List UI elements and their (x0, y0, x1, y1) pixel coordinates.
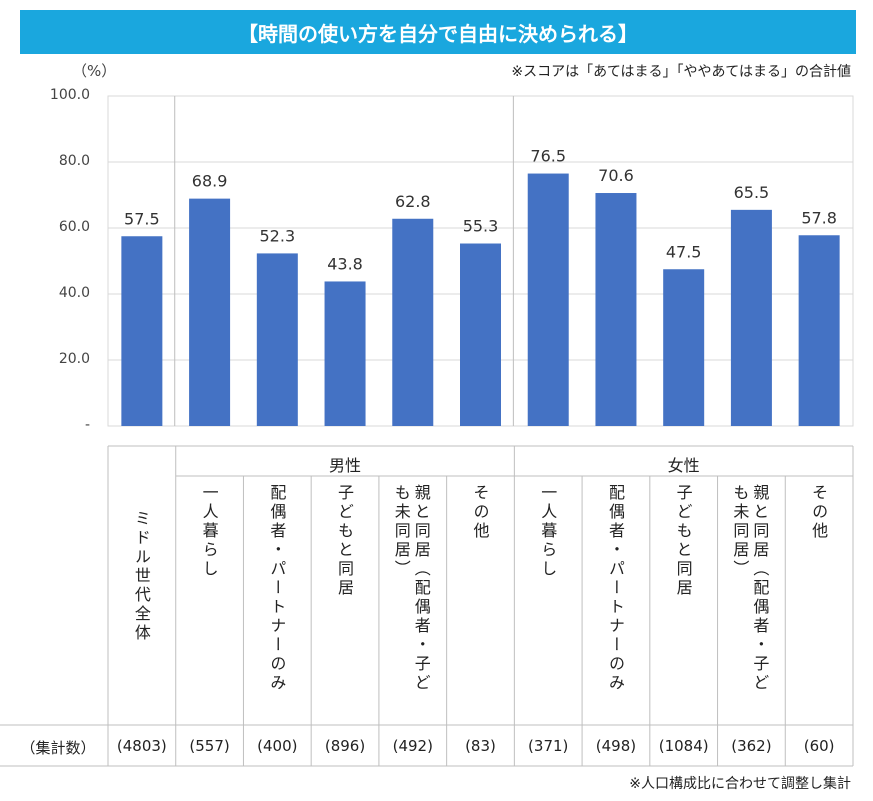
bar (460, 243, 501, 426)
bar-value-label: 76.5 (530, 147, 566, 166)
y-tick-label: 20.0 (58, 351, 90, 367)
category-count: (83) (465, 737, 496, 755)
bar (798, 235, 840, 426)
bar-value-label: 68.9 (192, 172, 228, 191)
category-count: (492) (392, 737, 433, 755)
bar (392, 218, 434, 426)
bar-value-label: 70.6 (598, 166, 634, 185)
count-header: （集計数） (20, 739, 96, 757)
category-label: 一人暮らし (199, 484, 219, 579)
bar-value-label: 55.3 (463, 217, 499, 236)
bar-value-label: 52.3 (260, 226, 296, 245)
bar-value-label: 62.8 (395, 192, 431, 211)
y-tick-label: 40.0 (58, 285, 90, 301)
bar-value-label: 57.8 (801, 208, 837, 227)
category-label: 配偶者・パートナーのみ (605, 484, 625, 693)
score-note: ※スコアは「あてはまる」「ややあてはまる」の合計値 (511, 64, 851, 80)
category-label: 一人暮らし (538, 484, 558, 579)
y-tick-label: - (84, 417, 90, 433)
category-count: (1084) (658, 737, 709, 755)
bar-value-label: 47.5 (666, 242, 702, 261)
bar (730, 209, 772, 426)
footnote: ※人口構成比に合わせて調整し集計 (629, 776, 851, 792)
category-count: (60) (803, 737, 835, 755)
bar-value-label: 65.5 (734, 183, 770, 202)
category-label: 配偶者・パートナーのみ (267, 484, 287, 693)
y-tick-label: 80.0 (58, 153, 90, 169)
category-label: 子どもと同居 (673, 484, 693, 598)
bar (256, 253, 298, 426)
category-count: (557) (189, 737, 230, 755)
bar (189, 198, 231, 426)
group-header-male: 男性 (329, 456, 362, 475)
y-axis-unit: （%） (72, 62, 117, 80)
category-label: 親と同居（配偶者・子ど も未同居） (730, 484, 770, 693)
category-label: その他 (470, 484, 490, 541)
category-count: (400) (257, 737, 298, 755)
bar (324, 281, 366, 426)
category-label: その他 (809, 484, 829, 541)
group-header-female: 女性 (667, 456, 700, 475)
category-count: (4803) (116, 737, 167, 755)
category-count: (362) (731, 737, 772, 755)
category-count: (371) (528, 737, 569, 755)
bar (527, 173, 569, 426)
bar-value-label: 57.5 (124, 209, 160, 228)
bar (121, 236, 163, 426)
category-label: 子どもと同居 (335, 484, 355, 598)
bar (595, 193, 637, 426)
category-label: 親と同居（配偶者・子ど も未同居） (391, 484, 431, 693)
bar (663, 269, 705, 426)
category-label: ミドル世代全体 (131, 510, 151, 643)
category-count: (896) (324, 737, 366, 755)
chart-title-bar: 【時間の使い方を自分で自由に決められる】 (20, 10, 856, 54)
chart-title: 【時間の使い方を自分で自由に決められる】 (238, 21, 638, 46)
y-tick-label: 100.0 (49, 87, 90, 103)
category-count: (498) (595, 737, 637, 755)
bar-value-label: 43.8 (327, 254, 363, 273)
y-tick-label: 60.0 (58, 219, 90, 235)
